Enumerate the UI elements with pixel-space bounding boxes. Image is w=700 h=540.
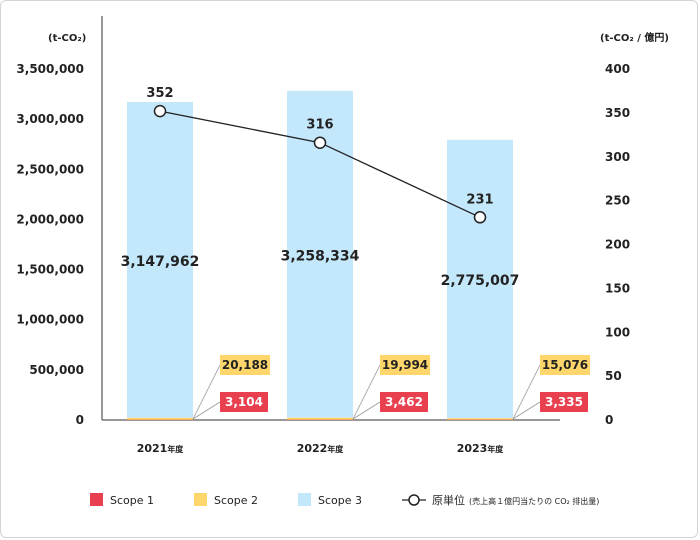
category-suffix: 年度: [327, 444, 344, 454]
category-label: 2022年度: [297, 442, 345, 455]
right-tick-label: 0: [605, 413, 613, 427]
scope1-value-label: 3,462: [385, 395, 423, 409]
bar-scope-2: [287, 417, 353, 420]
legend-intensity-name: 原単位: [432, 493, 465, 507]
scope2-badge: [380, 355, 430, 375]
scope2-leader-line: [192, 364, 221, 420]
scope2-leader-line: [512, 364, 541, 420]
left-tick-label: 0: [76, 413, 84, 427]
scope1-leader-line: [352, 401, 381, 420]
left-tick-label: 1,500,000: [16, 263, 84, 277]
right-tick-label: 150: [605, 281, 630, 295]
category-year: 2022: [297, 442, 328, 455]
legend-line-marker: [408, 494, 420, 506]
scope2-value-label: 20,188: [222, 358, 268, 372]
category-label: 2021年度: [137, 442, 185, 455]
bar-scope-3: [127, 101, 193, 418]
left-tick-label: 1,000,000: [16, 313, 84, 327]
scope1-value-label: 3,104: [225, 395, 263, 409]
scope1-leader-line: [192, 401, 221, 420]
category-suffix: 年度: [167, 444, 184, 454]
legend-swatch-scope-1: [90, 493, 103, 506]
scope3-value-label: 3,258,334: [281, 248, 360, 264]
scope2-leader-line: [352, 364, 381, 420]
right-tick-label: 350: [605, 106, 630, 120]
right-tick-label: 250: [605, 194, 630, 208]
category-suffix: 年度: [487, 444, 504, 454]
legend-swatch-scope-2: [194, 493, 207, 506]
left-tick-label: 500,000: [29, 363, 84, 377]
scope2-badge: [220, 355, 270, 375]
scope1-badge: [540, 392, 588, 412]
category-year: 2021: [137, 442, 168, 455]
bar-scope-2: [447, 418, 513, 420]
intensity-point: [473, 211, 487, 224]
category-year: 2023: [457, 442, 488, 455]
left-tick-label: 2,500,000: [16, 162, 84, 176]
scope2-badge: [540, 355, 590, 375]
right-tick-label: 200: [605, 238, 630, 252]
scope3-value-label: 3,147,962: [121, 254, 200, 270]
right-tick-label: 50: [605, 369, 622, 383]
scope2-value-label: 15,076: [542, 358, 588, 372]
intensity-point: [153, 104, 167, 118]
scope1-badge: [220, 392, 268, 412]
scope3-value-label: 2,775,007: [441, 273, 520, 289]
left-tick-label: 2,000,000: [16, 212, 84, 226]
intensity-value-label: 316: [306, 118, 333, 133]
scope1-leader-line: [512, 401, 541, 420]
left-axis-unit: (t-CO₂): [48, 33, 86, 44]
right-tick-label: 100: [605, 325, 630, 339]
intensity-value-label: 231: [466, 192, 493, 207]
category-label: 2023年度: [457, 442, 505, 455]
intensity-point: [313, 136, 327, 149]
right-axis-unit: (t-CO₂ / 億円): [600, 31, 669, 44]
legend-label: Scope 2: [214, 494, 258, 507]
right-tick-label: 400: [605, 62, 630, 76]
legend-label: Scope 1: [110, 494, 154, 507]
left-tick-label: 3,500,000: [16, 62, 84, 76]
bar-scope-2: [127, 417, 193, 420]
scope2-value-label: 19,994: [382, 358, 428, 372]
bar-scope-3: [447, 139, 513, 419]
legend-label: Scope 3: [318, 494, 362, 507]
left-tick-label: 3,000,000: [16, 112, 84, 126]
intensity-value-label: 352: [146, 86, 173, 101]
legend-label-intensity: 原単位 (売上高１億円当たりの CO₂ 排出量): [432, 493, 599, 507]
legend-swatch-scope-3: [298, 493, 311, 506]
scope1-badge: [380, 392, 428, 412]
right-tick-label: 300: [605, 150, 630, 164]
legend-intensity-note: (売上高１億円当たりの CO₂ 排出量): [469, 496, 599, 506]
scope1-value-label: 3,335: [545, 395, 583, 409]
